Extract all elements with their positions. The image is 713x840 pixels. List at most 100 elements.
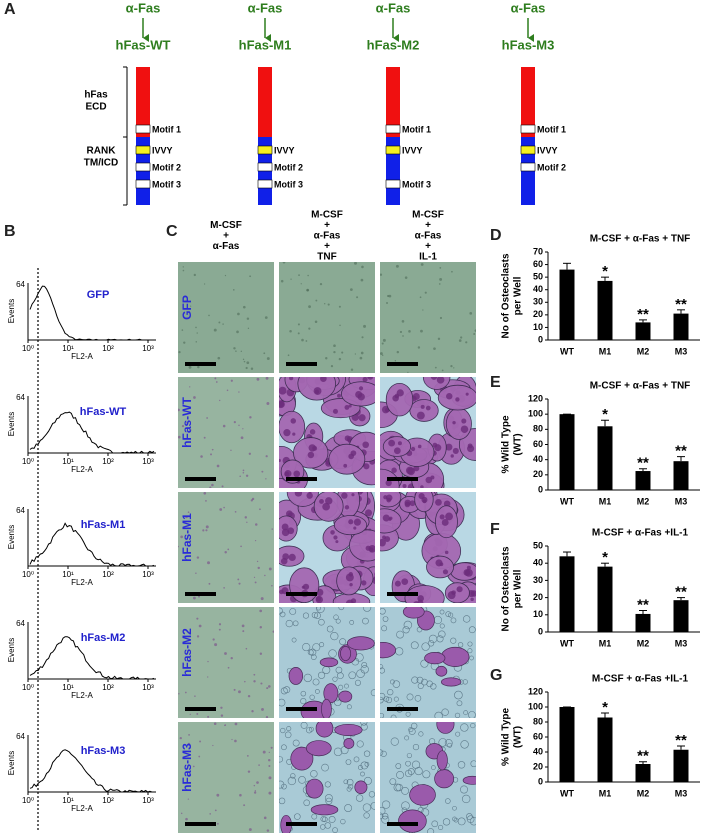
osteoclast	[398, 809, 427, 833]
speck	[198, 595, 200, 598]
y-tick-label: 60	[533, 259, 543, 269]
cell	[380, 692, 386, 701]
micrograph-content	[279, 722, 375, 833]
speck	[241, 624, 245, 628]
y-tick-label: 120	[528, 393, 543, 403]
speck	[460, 336, 463, 339]
speck	[433, 347, 436, 351]
nucleus	[286, 510, 293, 518]
significance-label: **	[675, 443, 687, 460]
y-tick-label: 50	[533, 272, 543, 282]
speck	[290, 278, 292, 280]
domain-label: ECD	[85, 102, 106, 113]
cell	[314, 612, 321, 619]
speck	[206, 417, 209, 419]
x-axis-label: FL2-A	[71, 691, 93, 700]
osteoclast	[424, 652, 446, 665]
x-tick-label: 10²	[102, 570, 114, 579]
speck	[257, 566, 260, 570]
y-tick-label: 80	[533, 424, 543, 434]
row-label: hFas-M3	[180, 743, 194, 792]
speck	[338, 305, 341, 308]
speck	[451, 270, 453, 273]
nucleus	[349, 582, 353, 587]
nucleus	[455, 397, 460, 402]
speck	[325, 357, 328, 360]
x-tick-label: 10⁰	[22, 683, 34, 692]
cell	[380, 664, 384, 670]
osteoclast	[380, 642, 397, 659]
ecd-domain	[258, 67, 272, 137]
significance-label: *	[602, 263, 608, 280]
speck	[381, 342, 384, 345]
speck	[220, 714, 224, 717]
cell	[438, 738, 447, 747]
nucleus	[410, 446, 416, 452]
nucleus	[425, 405, 431, 411]
nucleus	[364, 509, 373, 517]
speck	[260, 682, 263, 685]
motif-box	[257, 162, 273, 172]
nucleus	[325, 497, 333, 505]
speck	[213, 328, 217, 332]
y-tick-label: 10	[533, 609, 543, 619]
speck	[218, 628, 221, 631]
nucleus	[320, 377, 327, 382]
cell	[306, 727, 313, 734]
panel-label: G	[490, 667, 502, 684]
speck	[251, 710, 254, 713]
nucleus	[358, 414, 366, 422]
micrograph-content	[178, 377, 274, 488]
speck	[245, 366, 248, 370]
speck	[330, 365, 334, 368]
cell	[336, 672, 344, 680]
nucleus	[386, 497, 392, 503]
speck	[264, 574, 266, 577]
speck	[240, 545, 242, 548]
speck	[396, 350, 400, 354]
speck	[308, 305, 311, 309]
cell	[442, 818, 451, 826]
bar	[635, 471, 651, 490]
cell	[339, 638, 347, 646]
cell	[344, 683, 349, 689]
nucleus	[330, 530, 335, 535]
x-tick-label: M1	[599, 638, 612, 648]
y-tick-label: 0	[538, 776, 543, 786]
speck	[231, 738, 233, 741]
nucleus	[470, 590, 476, 597]
cell	[317, 671, 326, 679]
speck	[256, 560, 259, 563]
speck	[268, 765, 271, 768]
cell	[362, 617, 369, 625]
x-tick-label: 10¹	[62, 796, 74, 805]
speck	[249, 416, 252, 419]
speck	[227, 666, 230, 669]
y-tick-label: 80	[533, 716, 543, 726]
cell	[333, 614, 339, 620]
nucleus	[393, 447, 401, 455]
histogram-curve	[29, 636, 155, 680]
speck	[239, 793, 242, 797]
construct-name: hFas-M3	[502, 37, 555, 52]
osteoclast	[440, 646, 470, 667]
motif-label: Motif 2	[537, 162, 566, 172]
x-tick-label: M3	[675, 788, 688, 798]
y-axis-label: Events	[7, 525, 16, 549]
speck	[289, 329, 292, 333]
nucleus	[380, 446, 381, 451]
micrograph-background	[178, 607, 274, 718]
cell	[363, 750, 371, 757]
speck	[251, 497, 255, 501]
micrograph-background	[178, 492, 274, 603]
panel-label: F	[490, 521, 500, 538]
cell	[411, 676, 419, 684]
cell	[283, 686, 291, 694]
cell	[434, 711, 443, 718]
cell	[385, 696, 393, 704]
cell	[292, 739, 300, 747]
cell	[287, 776, 297, 786]
bar	[559, 707, 575, 782]
cell	[406, 693, 414, 701]
speck	[227, 548, 230, 551]
